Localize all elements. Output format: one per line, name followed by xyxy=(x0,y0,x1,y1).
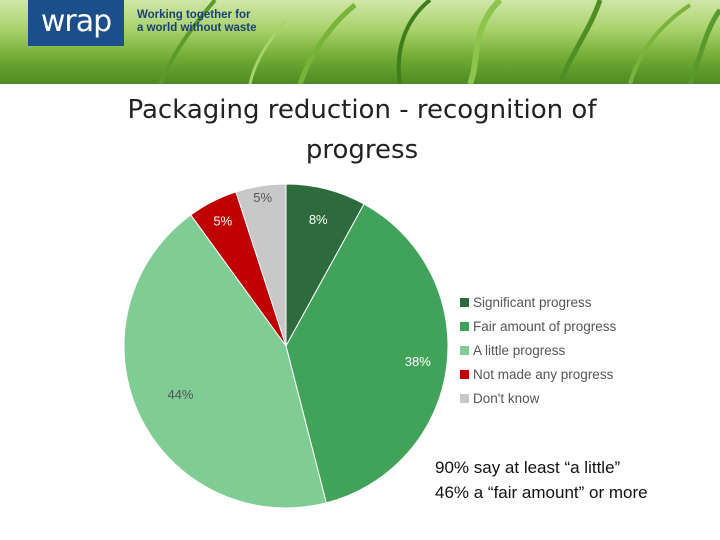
chart-legend: Significant progress Fair amount of progr… xyxy=(460,290,616,410)
legend-item: Not made any progress xyxy=(460,362,616,386)
slide-title: Packaging reduction - recognition of pro… xyxy=(80,90,644,170)
pie-label-5: 5% xyxy=(253,190,272,205)
grass-background xyxy=(158,0,720,84)
legend-swatch xyxy=(460,321,469,331)
pie-label-4: 5% xyxy=(213,213,232,228)
legend-item: A little progress xyxy=(460,338,616,362)
legend-swatch xyxy=(460,297,469,307)
legend-swatch xyxy=(460,393,469,403)
legend-label: Significant progress xyxy=(473,294,592,310)
legend-swatch xyxy=(460,345,469,355)
pie-slice-don-t-know xyxy=(235,183,287,347)
summary-note-line-1: 90% say at least “a little” xyxy=(435,458,621,477)
slide-title-line-1: Packaging reduction - recognition of xyxy=(127,95,597,125)
legend-item: Fair amount of progress xyxy=(460,314,616,338)
summary-note: 90% say at least “a little” 46% a “fair … xyxy=(435,455,648,505)
pie-slice-fair-amount-of-progress xyxy=(285,203,449,504)
legend-item: Don't know xyxy=(460,386,616,410)
pie-label-1: 8% xyxy=(309,212,328,227)
tagline-line-1: Working together for xyxy=(137,9,251,21)
slide-title-line-2: progress xyxy=(305,135,419,165)
legend-label: A little progress xyxy=(473,342,566,358)
legend-item: Significant progress xyxy=(460,290,616,314)
legend-label: Not made any progress xyxy=(473,366,614,382)
tagline: Working together for a world without was… xyxy=(137,9,256,35)
tagline-line-2: a world without waste xyxy=(137,22,257,34)
legend-label: Fair amount of progress xyxy=(473,318,617,334)
pie-label-2: 38% xyxy=(405,354,431,369)
legend-swatch xyxy=(460,369,469,379)
legend-label: Don't know xyxy=(473,390,540,406)
header-banner: wrap Working together for a world withou… xyxy=(0,0,720,84)
summary-note-line-2: 46% a “fair amount” or more xyxy=(435,483,648,502)
wrap-logo: wrap xyxy=(28,0,124,46)
pie-slice-a-little-progress xyxy=(123,214,327,509)
pie-label-3: 44% xyxy=(167,387,193,402)
